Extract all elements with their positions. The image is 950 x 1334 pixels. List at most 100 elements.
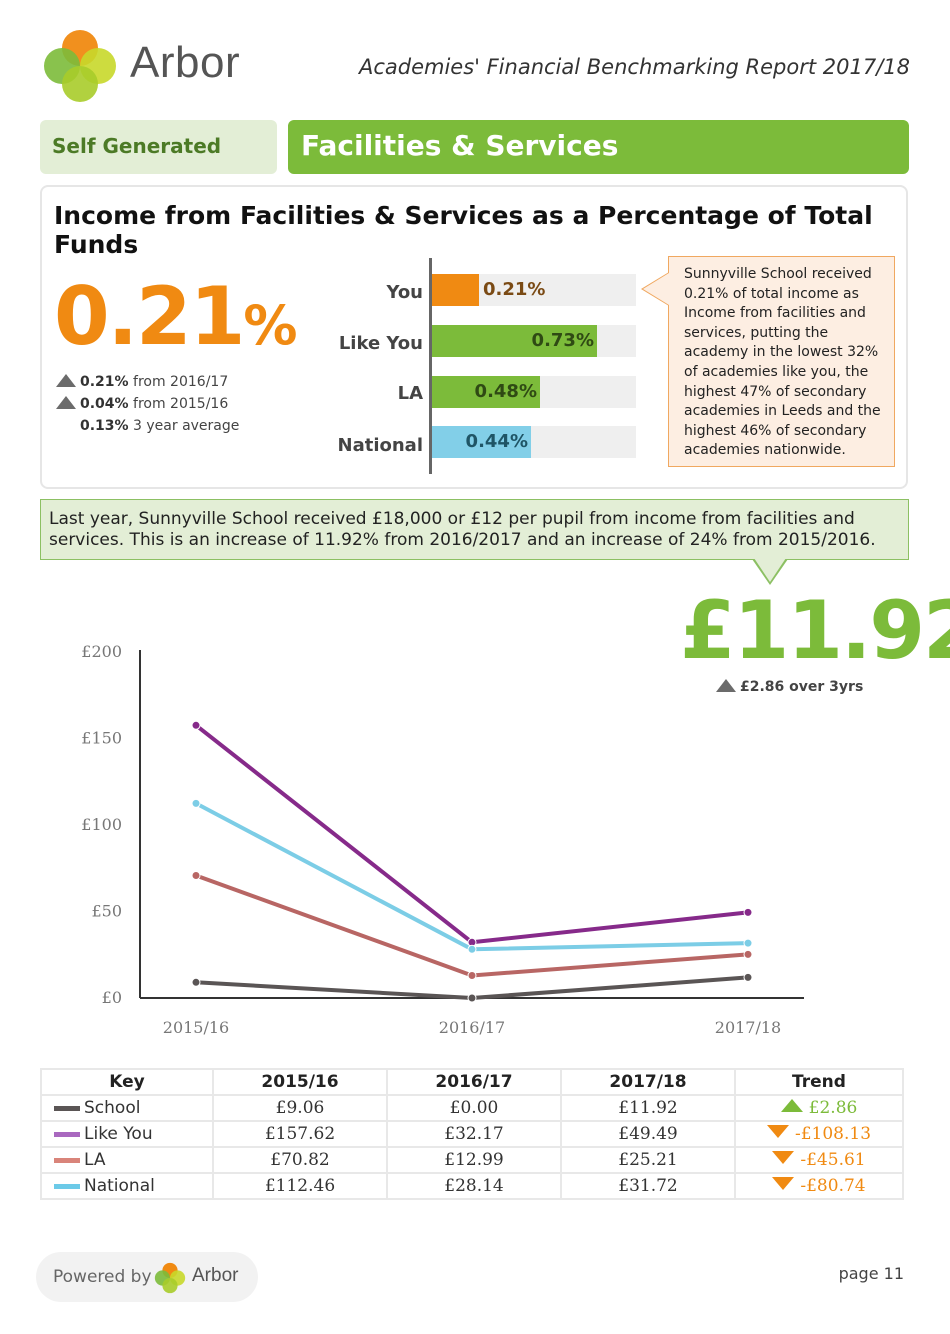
value-cell: £157.62 — [212, 1120, 388, 1148]
bar-track: 0.73% — [431, 325, 636, 357]
delta-value: 0.04% — [80, 396, 129, 412]
legend-swatch — [54, 1105, 80, 1111]
bar-fill-like-you — [431, 325, 597, 357]
triangle-up-icon — [56, 374, 76, 387]
triangle-up-icon — [716, 679, 736, 692]
table-header: 2016/17 — [386, 1068, 562, 1096]
trend-value: £2.86 — [808, 1098, 858, 1118]
series-line-la — [195, 873, 749, 978]
delta-value: 0.21% — [80, 374, 129, 390]
key-cell: LA — [40, 1146, 214, 1174]
series-line-like-you — [194, 723, 749, 945]
change-over-3yrs: £2.86 over 3yrs — [716, 679, 863, 695]
key-label: Like You — [84, 1124, 153, 1144]
bar-fill-national — [431, 426, 531, 458]
table-row: LA £70.82 £12.99 £25.21 -£45.61 — [40, 1146, 904, 1174]
key-label: National — [84, 1176, 155, 1196]
income-card — [40, 185, 908, 489]
x-tick-label: 2016/17 — [439, 1018, 505, 1037]
change-over-3yrs-text: £2.86 over 3yrs — [740, 679, 864, 695]
trend-up-icon — [780, 1099, 803, 1112]
table-row: School £9.06 £0.00 £11.92 £2.86 — [40, 1094, 904, 1122]
key-cell: Like You — [40, 1120, 214, 1148]
section-tag: Self Generated — [40, 120, 277, 174]
key-cell: National — [40, 1172, 214, 1200]
delta-value: 0.13% — [80, 418, 129, 434]
data-point-la — [191, 871, 201, 880]
callout-box: Sunnyville School received 0.21% of tota… — [668, 256, 895, 467]
value-cell: £9.06 — [212, 1094, 388, 1122]
table-row: National £112.46 £28.14 £31.72 -£80.74 — [40, 1172, 904, 1200]
value-cell: £11.92 — [560, 1094, 736, 1122]
big-percentage-value: 0.21 — [54, 270, 245, 363]
trend-value: -£45.61 — [800, 1150, 866, 1170]
trend-cell: -£108.13 — [734, 1120, 904, 1148]
delta-label: from 2016/17 — [133, 374, 229, 390]
data-point-la — [743, 949, 753, 959]
delta-label: from 2015/16 — [133, 396, 229, 412]
value-cell: £32.17 — [386, 1120, 562, 1148]
bar-track: 0.44% — [431, 426, 636, 458]
key-cell: School — [40, 1094, 214, 1122]
bar-label-national: National — [337, 435, 423, 456]
y-tick-label: £200 — [81, 642, 122, 661]
data-point-school — [743, 972, 753, 982]
legend-swatch — [54, 1157, 80, 1163]
triangle-up-icon — [56, 396, 76, 409]
summary-banner: Last year, Sunnyville School received £1… — [40, 499, 909, 560]
value-cell: £12.99 — [386, 1146, 562, 1174]
section-title: Facilities & Services — [288, 120, 909, 174]
value-cell: £28.14 — [386, 1172, 562, 1200]
page-number: page 11 — [838, 1264, 904, 1283]
series-line-national — [195, 801, 749, 952]
bar-value-you: 0.21% — [483, 279, 546, 300]
legend-swatch — [54, 1183, 80, 1189]
value-cell: £70.82 — [212, 1146, 388, 1174]
trend-cell: -£45.61 — [734, 1146, 904, 1174]
data-point-school — [191, 977, 201, 987]
data-point-like-you — [191, 720, 201, 730]
data-point-national — [191, 798, 201, 808]
bar-label-like-you: Like You — [338, 333, 423, 354]
x-tick-label: 2015/16 — [163, 1018, 229, 1037]
callout-pointer-fill — [643, 273, 669, 305]
y-tick-label: £50 — [91, 902, 122, 921]
summary-pointer-fill — [754, 558, 786, 582]
data-point-school — [467, 993, 477, 1003]
value-cell: £49.49 — [560, 1120, 736, 1148]
trend-down-icon — [772, 1177, 795, 1190]
bar-track: 0.21% — [431, 274, 636, 306]
key-label: LA — [84, 1150, 106, 1170]
trend-cell: £2.86 — [734, 1094, 904, 1122]
report-title: Academies' Financial Benchmarking Report… — [358, 55, 910, 79]
table-header: Trend — [734, 1068, 904, 1096]
trend-value: -£108.13 — [794, 1124, 872, 1144]
bar-value-la: 0.48% — [474, 381, 537, 402]
bar-fill-you — [431, 274, 479, 306]
bar-value-like-you: 0.73% — [531, 330, 594, 351]
data-point-national — [743, 938, 753, 948]
bar-track: 0.48% — [431, 376, 636, 408]
table-header: 2017/18 — [560, 1068, 736, 1096]
card-title: Income from Facilities & Services as a P… — [54, 201, 873, 259]
delta-row: 0.04% from 2015/16 — [56, 396, 228, 412]
y-tick-label: £0 — [102, 988, 122, 1007]
trend-value: -£80.74 — [800, 1176, 866, 1196]
data-point-national — [467, 944, 477, 954]
trend-cell: -£80.74 — [734, 1172, 904, 1200]
table-header: 2015/16 — [212, 1068, 388, 1096]
delta-row: 0.13% 3 year average — [56, 418, 239, 434]
data-table: Key 2015/16 2016/17 2017/18 Trend School… — [40, 1068, 904, 1200]
value-cell: £112.46 — [212, 1172, 388, 1200]
big-percentage: 0.21% — [54, 270, 298, 363]
footer-brand: Arbor — [192, 1265, 239, 1286]
brand-name: Arbor — [130, 38, 241, 87]
bar-axis — [429, 258, 432, 474]
value-cell: £0.00 — [386, 1094, 562, 1122]
table-header: Key — [40, 1068, 214, 1096]
table-row: Like You £157.62 £32.17 £49.49 -£108.13 — [40, 1120, 904, 1148]
legend-swatch — [54, 1131, 80, 1137]
per-pupil-value: £11.92 — [680, 584, 950, 677]
y-tick-label: £150 — [81, 729, 122, 748]
big-percentage-unit: % — [243, 294, 298, 357]
